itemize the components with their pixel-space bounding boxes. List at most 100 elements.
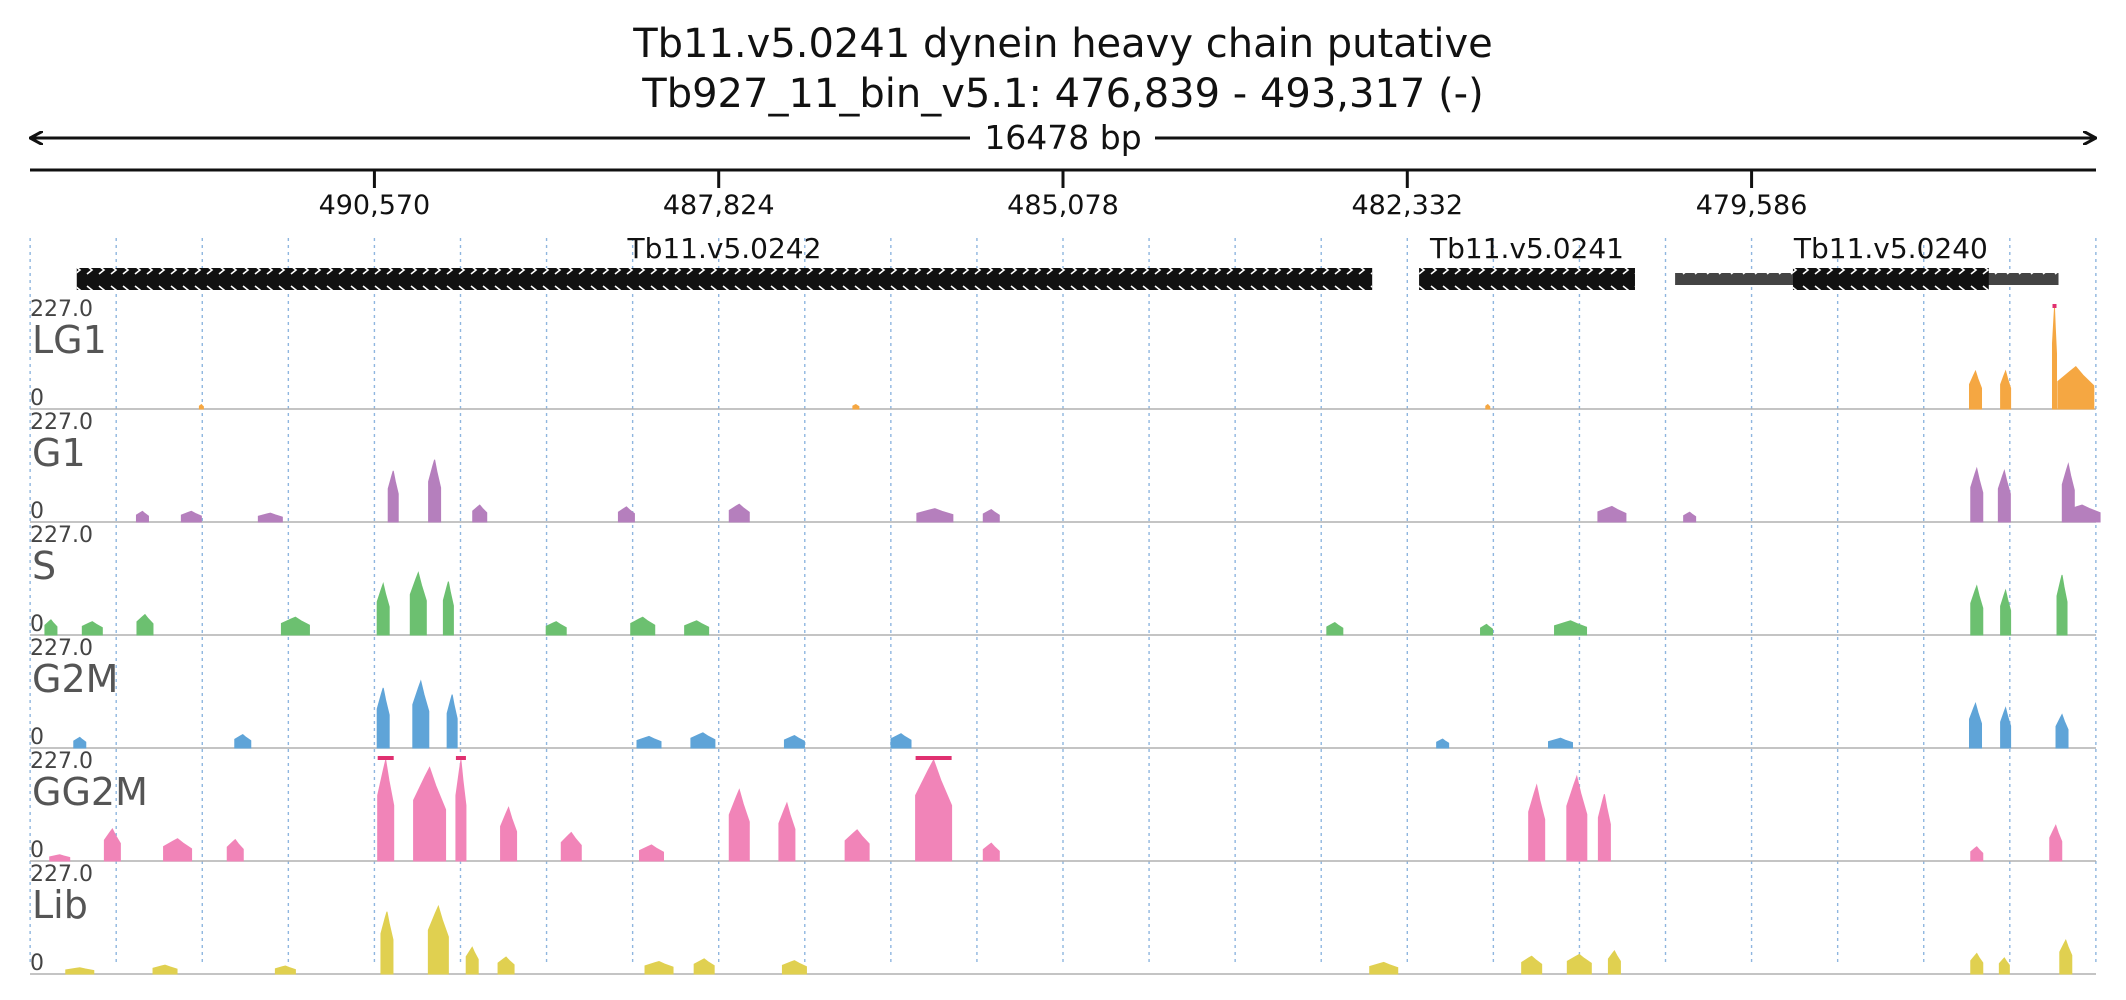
track-ymin-label: 0: [30, 499, 44, 524]
track-LG1: 227.0 0 LG1: [30, 297, 2096, 411]
coverage-peak: [852, 403, 860, 410]
track-ymax-label: 227.0: [30, 749, 93, 774]
coverage-peak: [465, 946, 479, 975]
gridlines: [29, 238, 2097, 962]
coverage-peak: [1597, 794, 1611, 862]
track-GG2M: 227.0 0 GG2M: [30, 749, 2096, 863]
coverage-peak: [2052, 307, 2057, 410]
track-name: Lib: [32, 883, 88, 927]
axis-tick-label: 490,570: [319, 190, 431, 221]
coverage-peak: [2057, 366, 2095, 410]
coverage-peak: [376, 687, 390, 749]
coverage-peak: [135, 510, 149, 523]
coverage-peak: [2000, 369, 2012, 410]
gene-exon-chevrons: [1419, 268, 1635, 290]
track-ymax-label: 227.0: [30, 862, 93, 887]
coverage-peak: [1485, 403, 1491, 410]
coverage-peak: [982, 508, 1000, 523]
gene-label: Tb11.v5.0240: [1793, 232, 1988, 265]
track-name: LG1: [32, 318, 107, 362]
gene-Tb11.v5.0240: Tb11.v5.0240: [1675, 232, 2059, 290]
coverage-peak: [497, 956, 515, 975]
axis-tick-label: 482,332: [1351, 190, 1463, 221]
clip-marker: [455, 756, 466, 760]
coverage-peak: [81, 621, 103, 636]
gene-Tb11.v5.0241: Tb11.v5.0241: [1419, 232, 1635, 290]
coverage-peak: [778, 801, 796, 862]
track-name: GG2M: [32, 770, 148, 814]
coverage-peak: [1548, 737, 1574, 749]
coverage-peak: [890, 733, 912, 749]
track-ymax-label: 227.0: [30, 410, 93, 435]
coverage-peak: [1436, 738, 1450, 749]
coverage-peak: [2056, 574, 2068, 636]
coverage-peak: [442, 581, 454, 636]
coverage-peak: [1369, 961, 1399, 975]
track-ymax-label: 227.0: [30, 297, 93, 322]
coverage-peak: [2059, 938, 2073, 975]
coverage-peak: [545, 621, 567, 636]
coverage-peak: [163, 838, 193, 862]
coverage-peak: [684, 620, 710, 636]
gene-exon-chevrons: [1792, 268, 1989, 290]
coverage-peak: [2000, 706, 2012, 749]
coverage-peak: [1554, 620, 1588, 636]
coverage-peak: [1683, 511, 1697, 523]
locus-title: Tb927_11_bin_v5.1: 476,839 - 493,317 (-): [641, 71, 1483, 117]
coverage-peak: [446, 694, 458, 749]
coverage-tracks: 227.00LG1227.00G1227.00S227.00G2M227.00G…: [30, 297, 2101, 976]
track-ymax-label: 227.0: [30, 523, 93, 548]
coverage-peak: [636, 735, 662, 749]
coverage-peak: [1480, 623, 1494, 636]
coverage-peak: [644, 961, 674, 975]
track-Lib: 227.0 0 Lib: [30, 862, 2096, 976]
coverage-peak: [1607, 949, 1621, 975]
coverage-peak: [1969, 701, 1983, 749]
clip-marker: [2052, 304, 2057, 308]
span-ruler: 16478 bp: [30, 118, 2096, 157]
coverage-peak: [630, 616, 656, 636]
coverage-peak: [1597, 505, 1627, 523]
track-ymin-label: 0: [30, 951, 44, 976]
coverage-peak: [2063, 504, 2101, 523]
coverage-peak: [274, 965, 296, 975]
coverage-peak: [136, 613, 154, 636]
coverage-peak: [500, 806, 518, 862]
coverage-peak: [2049, 824, 2063, 862]
gene-track: Tb11.v5.0242 Tb11.v5.0241 Tb11.v5.0240: [76, 232, 2059, 290]
coverage-peak: [257, 512, 283, 523]
coverage-peak: [472, 504, 488, 523]
coverage-peak: [65, 967, 95, 975]
coverage-peak: [915, 758, 953, 862]
coverage-peak: [781, 960, 807, 975]
clip-marker: [377, 756, 394, 760]
track-ymin-label: 0: [30, 838, 44, 863]
axis-tick-label: 479,586: [1696, 190, 1808, 221]
coverage-peak: [1969, 369, 1983, 410]
chart-title: Tb11.v5.0241 dynein heavy chain putative: [632, 21, 1493, 67]
track-ymax-label: 227.0: [30, 636, 93, 661]
coverage-peak: [377, 759, 395, 862]
track-name: G1: [32, 431, 86, 475]
coverage-peak: [639, 844, 665, 862]
coordinate-axis: 490,570 487,824 485,078 482,332 479,586: [30, 168, 2096, 221]
coverage-peak: [413, 766, 447, 862]
gene-label: Tb11.v5.0242: [626, 232, 821, 265]
coverage-peak: [103, 828, 121, 862]
coverage-peak: [1970, 466, 1984, 523]
coverage-peak: [427, 904, 449, 975]
clip-marker: [915, 756, 952, 760]
coverage-peak: [380, 911, 394, 975]
coverage-peak: [728, 788, 750, 862]
axis-tick-label: 485,078: [1007, 190, 1119, 221]
coverage-peak: [617, 506, 635, 523]
coverage-peak: [2000, 588, 2012, 636]
track-name: G2M: [32, 657, 118, 701]
track-S: 227.0 0 S: [30, 523, 2096, 637]
gene-exon-chevrons: [76, 268, 1373, 290]
coverage-peak: [198, 403, 204, 410]
track-G2M: 227.0 0 G2M: [30, 636, 2096, 750]
coverage-peak: [1970, 952, 1984, 975]
coverage-peak: [409, 571, 427, 636]
